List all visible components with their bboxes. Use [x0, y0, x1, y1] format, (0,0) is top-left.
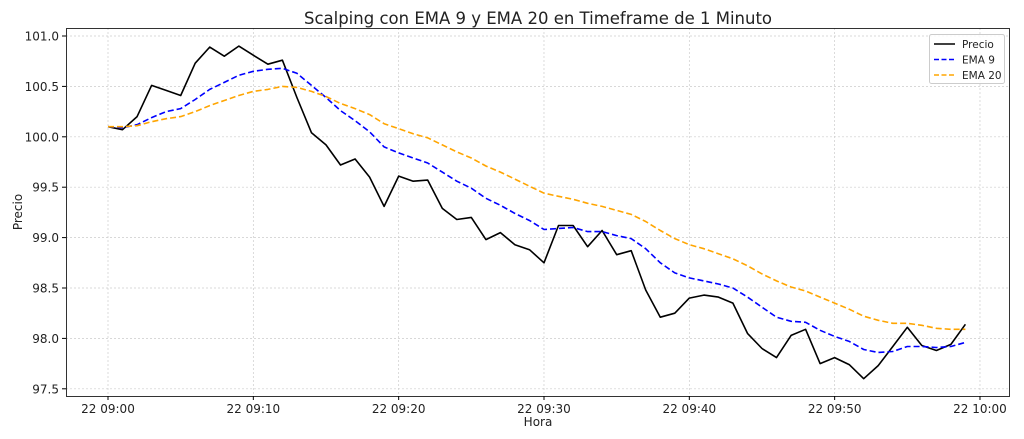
series-line-ema-9	[107, 67, 966, 354]
legend-label: Precio	[962, 39, 994, 51]
y-tick-label: 101.0	[25, 30, 59, 44]
y-tick-label: 97.5	[32, 382, 59, 396]
legend-label: EMA 20	[962, 70, 1002, 82]
x-tick-label: 22 09:50	[808, 402, 862, 416]
y-tick-label: 99.5	[32, 181, 59, 195]
series-lines	[107, 45, 967, 380]
x-tick-label: 22 09:30	[517, 402, 571, 416]
series-line-ema-20	[108, 85, 966, 331]
x-axis-label: Hora	[524, 415, 553, 429]
grid	[66, 28, 1009, 396]
chart-title: Scalping con EMA 9 y EMA 20 en Timeframe…	[304, 9, 772, 28]
y-tick-label: 100.5	[25, 80, 59, 94]
legend-label: EMA 9	[962, 55, 995, 67]
x-tick-label: 22 10:00	[953, 402, 1007, 416]
x-tick-label: 22 09:40	[662, 402, 716, 416]
x-tick-label: 22 09:10	[226, 402, 280, 416]
plot-frame	[66, 28, 1010, 397]
axis-ticks: 97.5 98.0 98.5 99.0 99.5 100.0 100.5 101.0 22 09…	[25, 30, 1007, 417]
legend: Precio EMA 9 EMA 20	[929, 34, 1005, 84]
x-tick-label: 22 09:00	[81, 402, 135, 416]
legend-box	[929, 34, 1005, 84]
series-line-precio	[107, 45, 967, 380]
x-tick-label: 22 09:20	[372, 402, 426, 416]
y-tick-label: 100.0	[25, 130, 59, 144]
y-tick-label: 98.0	[32, 332, 59, 346]
y-tick-label: 98.5	[32, 282, 59, 296]
y-tick-label: 99.0	[32, 231, 59, 245]
y-axis-label: Precio	[11, 194, 25, 230]
